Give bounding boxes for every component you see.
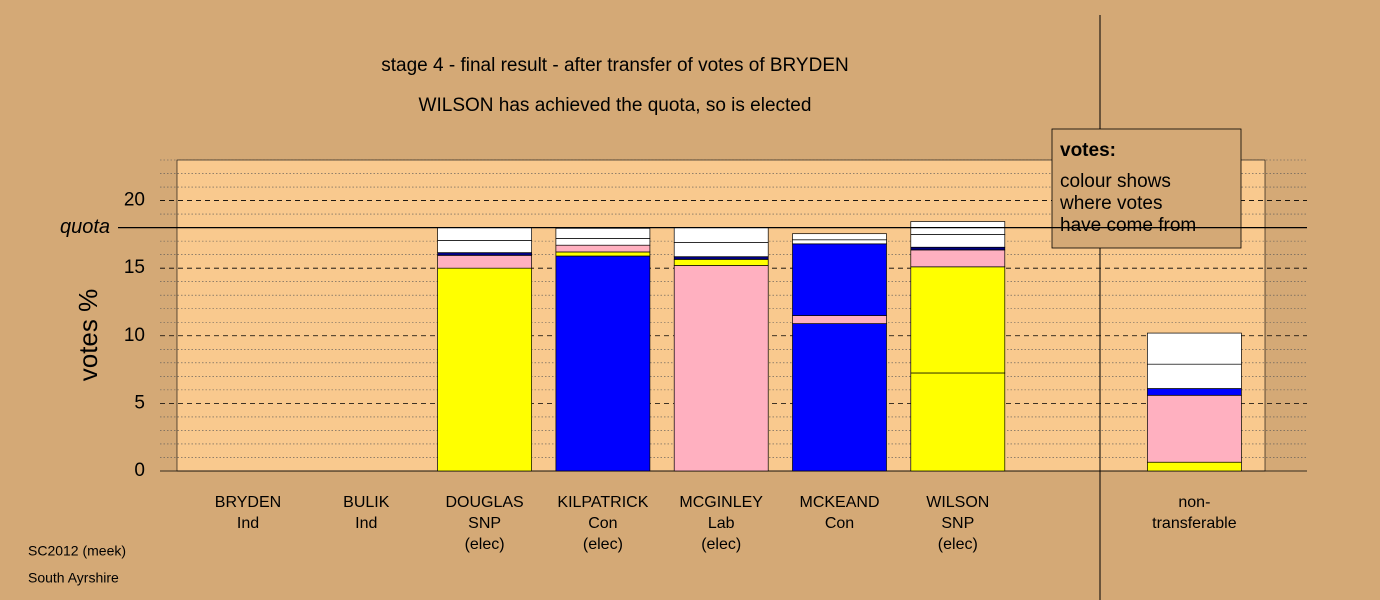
bar-segment [555,251,651,257]
legend-title: votes: [1060,140,1116,161]
footer: South Ayrshire [28,570,119,586]
x-tick-label: Ind [355,515,377,532]
x-tick-label: (elec) [465,536,505,553]
bar-segment [437,252,532,256]
x-tick-label: WILSON [926,494,989,511]
x-tick-label: transferable [1152,515,1237,532]
bar-segment [437,240,532,253]
bar-segment [792,323,887,472]
chart-title: stage 4 - final result - after transfer … [381,55,848,76]
bar-segment [555,244,651,253]
bar-segment [910,246,1006,251]
bar-segment [910,266,1006,374]
bar-segment [1147,363,1242,389]
footer: SC2012 (meek) [28,543,126,559]
x-tick-label: SNP [941,515,974,532]
bar-segment [437,267,532,472]
x-tick-label: Con [825,515,854,532]
bar-segment [673,227,769,243]
bar-segment [792,315,887,324]
x-tick-label: MCKEAND [799,494,879,511]
y-tick-label: 20 [124,190,145,211]
y-axis-label: votes % [73,289,103,382]
x-tick-label: Ind [237,515,259,532]
legend-text: colour shows [1060,171,1171,192]
y-tick-label: 10 [124,325,145,346]
bar-segment [792,239,887,245]
legend-text: have come from [1060,215,1196,236]
bar-segment [673,265,769,472]
bar-segment [437,227,532,241]
bar-segment [792,233,887,241]
chart-subtitle: WILSON has achieved the quota, so is ele… [419,95,812,116]
x-tick-label: KILPATRICK [557,494,648,511]
bar-segment [673,242,769,258]
bar-segment [792,243,887,316]
x-tick-label: non- [1178,494,1210,511]
bar-segment [1147,388,1242,396]
bar-segment [673,259,769,266]
x-tick-label: (elec) [701,536,741,553]
bar-segment [1147,332,1242,365]
bar-segment [673,256,769,260]
y-tick-label: 0 [134,460,145,481]
x-tick-label: BRYDEN [215,494,281,511]
bar-segment [910,249,1006,268]
x-tick-label: Lab [708,515,735,532]
bar-segment [1147,461,1242,472]
bar-segment [555,227,651,239]
bar-segment [555,255,651,472]
y-tick-label: 15 [124,257,145,278]
legend-text: where votes [1059,193,1162,214]
bar-segment [1147,394,1242,463]
x-tick-label: MCGINLEY [679,494,763,511]
bar-segment [910,372,1006,472]
bars [437,221,1242,472]
y-tick-label: 5 [134,392,145,413]
x-tick-label: DOUGLAS [445,494,523,511]
bar-segment [555,238,651,246]
quota-label: quota [60,216,110,238]
x-tick-label: BULIK [343,494,390,511]
x-tick-label: (elec) [938,536,978,553]
x-tick-label: SNP [468,515,501,532]
bar-segment [910,234,1006,248]
bar-segment [437,254,532,269]
x-tick-label: Con [588,515,617,532]
x-tick-label: (elec) [583,536,623,553]
